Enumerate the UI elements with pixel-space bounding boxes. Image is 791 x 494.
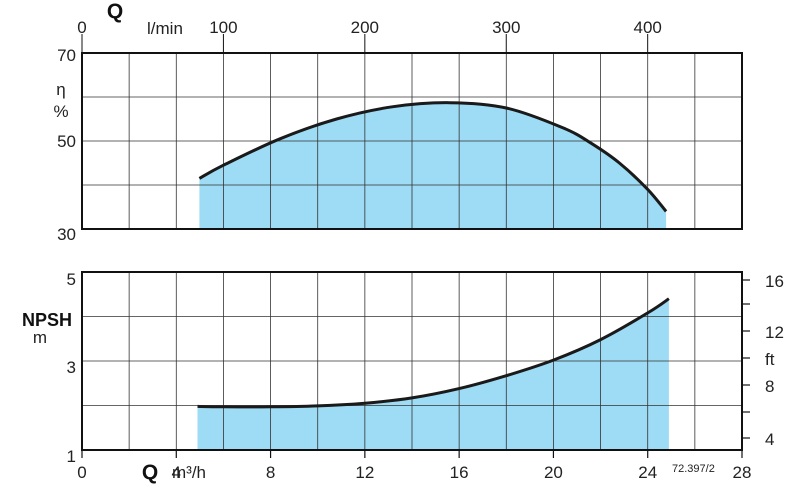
bottom-axis-symbol: Q bbox=[142, 461, 158, 484]
bottom-axis-tick-label: 16 bbox=[450, 463, 469, 482]
bottom-axis-tick-label: 0 bbox=[77, 463, 86, 482]
ft-tick-label: 4 bbox=[765, 430, 774, 449]
bottom-axis-tick-label: 24 bbox=[638, 463, 657, 482]
top-axis-symbol: Q bbox=[107, 0, 123, 23]
npsh-plot-frame bbox=[81, 271, 743, 451]
top-axis-tick-label: 100 bbox=[209, 18, 237, 37]
efficiency-tick-label: 70 bbox=[57, 46, 76, 65]
efficiency-axis-symbol: η bbox=[56, 80, 65, 99]
efficiency-axis-unit: % bbox=[53, 102, 68, 121]
ft-tick-label: 16 bbox=[765, 272, 784, 291]
ft-tick-label: 12 bbox=[765, 323, 784, 342]
npsh-area bbox=[197, 298, 669, 450]
npsh-axis-label: NPSH bbox=[22, 310, 72, 330]
bottom-axis-unit: m³/h bbox=[172, 463, 206, 482]
npsh-tick-label: 3 bbox=[67, 358, 76, 377]
npsh-curve bbox=[197, 297, 670, 409]
bottom-axis-tick-label: 4 bbox=[172, 463, 181, 482]
ft-axis-unit: ft bbox=[765, 350, 775, 369]
reference-code: 72.397/2 bbox=[672, 463, 715, 475]
efficiency-tick-label: 50 bbox=[57, 132, 76, 151]
npsh-axis-unit: m bbox=[33, 328, 47, 347]
bottom-axis-tick-label: 12 bbox=[355, 463, 374, 482]
bottom-axis-tick-label: 20 bbox=[544, 463, 563, 482]
efficiency-plot-frame bbox=[81, 52, 743, 230]
npsh-tick-label: 1 bbox=[67, 447, 76, 466]
bottom-axis-tick-label: 28 bbox=[733, 463, 752, 482]
efficiency-area bbox=[199, 102, 667, 229]
top-axis-tick-label: 400 bbox=[633, 18, 661, 37]
npsh-tick-label: 5 bbox=[67, 270, 76, 289]
top-axis-tick-label: 0 bbox=[77, 18, 86, 37]
top-axis-unit: l/min bbox=[147, 19, 183, 38]
efficiency-tick-label: 30 bbox=[57, 225, 76, 244]
top-axis-tick-label: 300 bbox=[492, 18, 520, 37]
bottom-axis-tick-label: 8 bbox=[266, 463, 275, 482]
top-axis-tick-label: 200 bbox=[351, 18, 379, 37]
ft-tick-label: 8 bbox=[765, 377, 774, 396]
efficiency-curve bbox=[198, 101, 668, 213]
